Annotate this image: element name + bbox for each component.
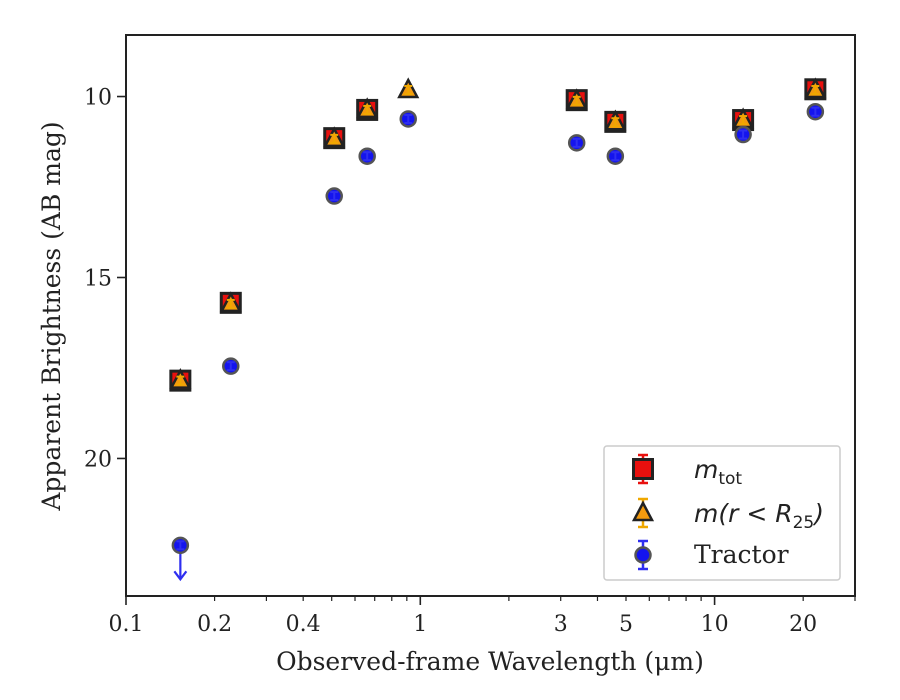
error-bar <box>572 95 581 106</box>
data-markers <box>169 77 827 582</box>
error-bar <box>739 115 748 126</box>
plot-frame <box>125 34 856 597</box>
x-tick-label: 20 <box>789 612 817 637</box>
error-bar <box>611 117 620 128</box>
series-m-r25 <box>169 77 827 389</box>
axis-ticks: 0.1 0.2 0.4 1 3 5 10 20 10 15 20 <box>84 86 856 637</box>
x-tick-label: 0.4 <box>286 612 321 637</box>
legend-handle-mtot <box>632 453 654 485</box>
error-bar <box>572 137 581 148</box>
legend-label-tractor: Tractor <box>694 540 789 569</box>
x-tick-label: 3 <box>554 612 568 637</box>
error-bar <box>330 133 339 144</box>
y-axis-label: Apparent Brightness (AB mag) <box>37 121 66 511</box>
x-axis-label: Observed-frame Wavelength (μm) <box>276 647 704 676</box>
error-bar <box>226 361 235 372</box>
error-bar <box>404 85 413 96</box>
x-tick-label: 1 <box>413 612 427 637</box>
error-bar <box>404 113 413 124</box>
error-bar <box>811 106 820 117</box>
error-bar <box>611 151 620 162</box>
error-bar <box>739 129 748 140</box>
error-bar <box>176 540 185 551</box>
legend-handle-m-r25 <box>631 497 655 529</box>
legend-box <box>603 445 841 581</box>
y-tick-label: 10 <box>84 86 112 111</box>
legend-marker-m-r25 <box>631 500 655 522</box>
legend-marker-mtot <box>632 458 654 480</box>
legend-handles <box>631 453 655 571</box>
y-tick-label: 15 <box>84 266 112 291</box>
error-bar <box>226 298 235 309</box>
x-tick-label: 0.1 <box>109 612 144 637</box>
y-tick-label: 20 <box>84 447 112 472</box>
x-tick-label: 5 <box>619 612 633 637</box>
error-bar <box>363 151 372 162</box>
error-bar <box>811 85 820 96</box>
legend: mtot m(r < R25) Tractor <box>603 445 841 581</box>
error-bar <box>176 375 185 386</box>
error-bar <box>330 191 339 202</box>
legend-handle-tractor <box>634 539 652 571</box>
error-bar <box>363 104 372 115</box>
x-tick-label: 0.2 <box>197 612 232 637</box>
legend-marker-tractor <box>634 546 652 564</box>
series-tractor <box>171 102 825 582</box>
x-tick-label: 10 <box>701 612 729 637</box>
